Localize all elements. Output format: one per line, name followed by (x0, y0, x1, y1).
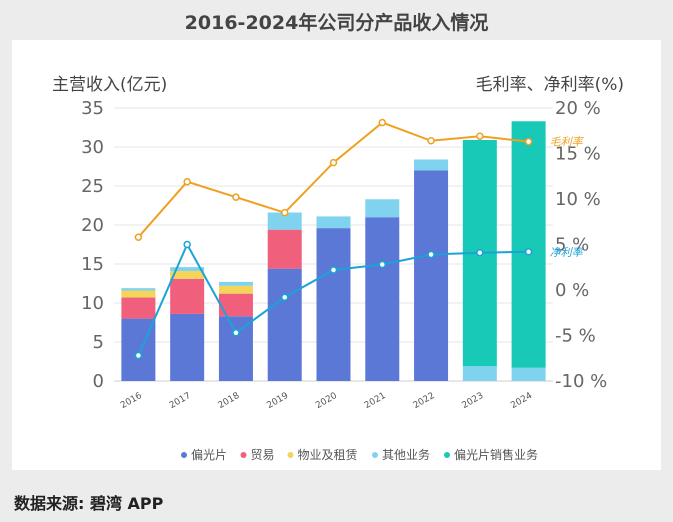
series-point (476, 132, 484, 140)
series-label: 净利率 (550, 246, 585, 259)
chart-panel: 主营收入(亿元) 毛利率、净利率(%) 0 5 10 15 20 25 30 35 -10 % -5 … (12, 40, 661, 470)
series-point (134, 233, 143, 241)
series-point (280, 208, 289, 217)
y-tick-label-left: 30 (81, 137, 104, 158)
legend-marker (181, 452, 187, 458)
bar-segment (511, 121, 546, 368)
bar-segment (218, 281, 253, 286)
x-tick-label: 2020 (314, 391, 339, 411)
bar-segment (511, 367, 546, 381)
bar-segment (267, 229, 302, 269)
x-tick-label: 2023 (460, 391, 485, 411)
series-point (524, 137, 533, 146)
y-tick-label-left: 20 (81, 215, 104, 236)
chart: 主营收入(亿元) 毛利率、净利率(%) 0 5 10 15 20 25 30 35 -10 % -5 … (52, 75, 624, 462)
y-axis-label-left: 主营收入(亿元) (52, 75, 167, 95)
bar-segment (170, 278, 205, 314)
legend-marker (372, 452, 378, 458)
bar-segment (267, 212, 302, 230)
series-point (378, 118, 387, 127)
bar-segment (218, 316, 253, 381)
chart-title: 2016-2024年公司分产品收入情况 (184, 12, 489, 34)
series-point (329, 158, 338, 167)
y-tick-label-left: 5 (93, 332, 104, 353)
bar-segment (121, 297, 156, 319)
x-tick-label: 2017 (168, 391, 193, 411)
x-tick-label: 2022 (412, 391, 437, 411)
legend-label: 其他业务 (382, 447, 430, 462)
y-tick-label-right: 15 % (555, 144, 601, 165)
series-point (427, 250, 435, 259)
series-point (378, 260, 387, 269)
bar-segment (121, 290, 156, 298)
bar-segment (316, 228, 351, 381)
data-source: 数据来源: 碧湾 APP (14, 494, 164, 513)
series-point (476, 248, 484, 257)
legend-marker (240, 452, 247, 458)
y-tick-label-left: 25 (81, 176, 104, 197)
x-tick-label: 2018 (217, 391, 242, 411)
x-tick-label: 2021 (363, 391, 388, 411)
legend-label: 物业及租赁 (298, 448, 358, 462)
series-point (280, 293, 289, 302)
legend-label: 偏光片 (191, 447, 227, 462)
legend-marker (287, 452, 294, 458)
series-point (329, 266, 338, 274)
y-tick-label-right: -5 % (555, 326, 596, 347)
y-tick-label-right: 0 % (555, 280, 589, 301)
series-point (183, 177, 191, 186)
x-tick-label: 2016 (119, 391, 144, 411)
series-point (183, 240, 191, 249)
legend-label: 偏光片销售业务 (454, 447, 538, 462)
series-point (134, 351, 143, 360)
bar-segment (218, 293, 253, 317)
bar-segment (365, 217, 400, 381)
bar-segment (316, 216, 351, 229)
y-tick-label-right: 10 % (555, 189, 601, 210)
x-tick-label: 2019 (265, 391, 290, 411)
x-tick-label: 2024 (509, 391, 534, 411)
legend-marker (444, 452, 450, 458)
bar-segment (267, 268, 302, 381)
y-tick-label-right: 5 % (555, 235, 589, 256)
bar-segment (170, 313, 205, 381)
bar-segment (414, 159, 449, 171)
bar-segment (218, 285, 253, 294)
bar-segment (414, 170, 449, 381)
y-tick-label-right: 20 % (555, 98, 601, 119)
y-tick-label-left: 35 (81, 98, 104, 119)
series-point (524, 248, 533, 256)
series-label: 毛利率 (550, 136, 585, 149)
bar-segment (365, 199, 400, 218)
y-tick-label-left: 15 (81, 254, 104, 275)
series-point (232, 329, 240, 337)
bar-segment (462, 366, 497, 381)
series-point (427, 137, 435, 145)
series-point (232, 193, 240, 201)
bar-segment (170, 271, 205, 279)
y-tick-label-right: -10 % (555, 371, 607, 392)
y-tick-label-left: 0 (93, 371, 104, 392)
y-axis-label-right: 毛利率、净利率(%) (476, 75, 624, 95)
bar-segment (121, 288, 156, 291)
bar-segment (170, 267, 205, 272)
legend-label: 贸易 (251, 448, 275, 462)
y-tick-label-left: 10 (81, 293, 104, 314)
